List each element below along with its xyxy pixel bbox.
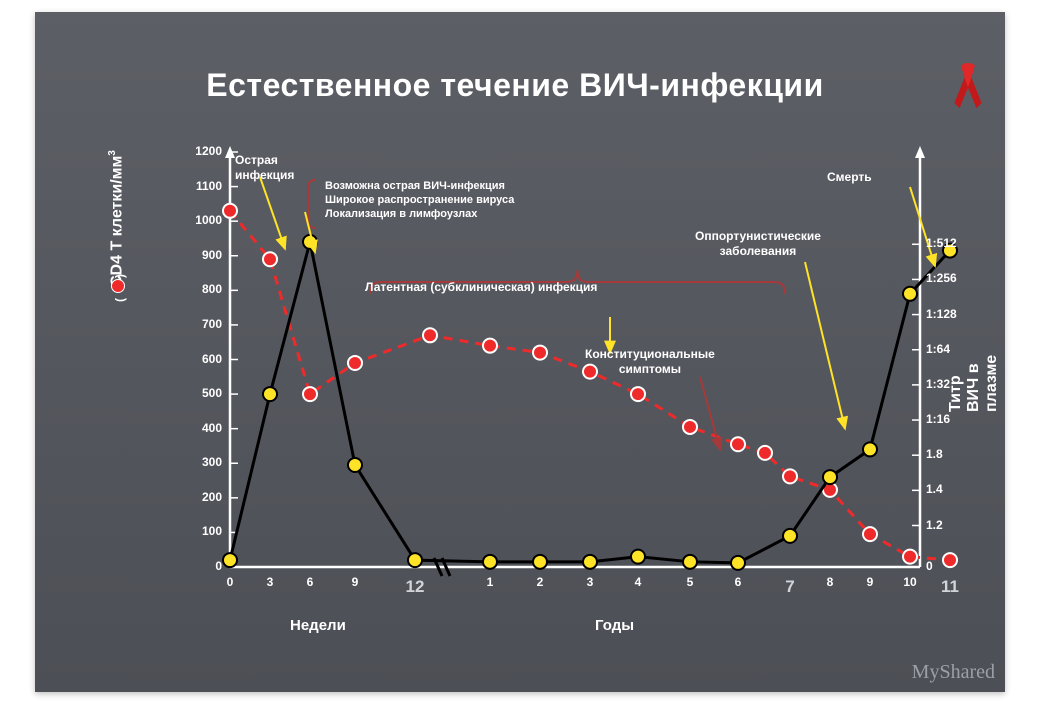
- x-tick: 9: [858, 575, 882, 589]
- chart-plot: [90, 122, 960, 682]
- y-left-tick: 200: [180, 490, 222, 504]
- y-right-tick: 0: [926, 559, 976, 573]
- x-tick: 12: [403, 577, 427, 597]
- y-left-tick: 700: [180, 317, 222, 331]
- y-left-tick: 1100: [180, 179, 222, 193]
- annot-box: Возможна острая ВИЧ-инфекция Широкое рас…: [325, 180, 514, 221]
- x-tick: 4: [626, 575, 650, 589]
- x-tick: 0: [218, 575, 242, 589]
- x-tick: 10: [898, 575, 922, 589]
- y-left-tick: 0: [180, 559, 222, 573]
- y-right-tick: 1:256: [926, 271, 976, 285]
- x-tick: 11: [938, 577, 962, 597]
- y-right-tick: 1:16: [926, 412, 976, 426]
- annot-opp: Оппортунистические заболевания: [695, 229, 821, 259]
- annot-latent: Латентная (субклиническая) инфекция: [365, 280, 597, 295]
- y-right-tick: 1.8: [926, 447, 976, 461]
- x-tick: 5: [678, 575, 702, 589]
- y-right-tick: 1:128: [926, 307, 976, 321]
- y-left-tick: 600: [180, 352, 222, 366]
- y-right-tick: 1:64: [926, 342, 976, 356]
- x-tick: 9: [343, 575, 367, 589]
- x-tick: 2: [528, 575, 552, 589]
- aids-ribbon-icon: [951, 60, 985, 112]
- x-tick: 3: [578, 575, 602, 589]
- y-left-tick: 800: [180, 282, 222, 296]
- y-right-tick: 1:32: [926, 377, 976, 391]
- watermark: MyShared: [912, 661, 995, 684]
- x-tick: 7: [778, 577, 802, 597]
- annot-const: Конституциональные симптомы: [585, 347, 715, 377]
- x-tick: 8: [818, 575, 842, 589]
- y-right-tick: 1:512: [926, 236, 976, 250]
- x-tick: 6: [726, 575, 750, 589]
- y-left-tick: 100: [180, 524, 222, 538]
- chart-title: Естественное течение ВИЧ-инфекции: [95, 67, 935, 104]
- y-left-tick: 400: [180, 421, 222, 435]
- y-left-tick: 500: [180, 386, 222, 400]
- y-right-tick: 1.4: [926, 482, 976, 496]
- x-tick: 1: [478, 575, 502, 589]
- y-left-tick: 900: [180, 248, 222, 262]
- annot-acute: Острая инфекция: [235, 153, 294, 183]
- y-left-tick: 1000: [180, 213, 222, 227]
- x-tick: 3: [258, 575, 282, 589]
- y-left-tick: 1200: [180, 144, 222, 158]
- annot-death: Смерть: [827, 170, 872, 185]
- x-tick: 6: [298, 575, 322, 589]
- y-left-tick: 300: [180, 455, 222, 469]
- y-right-tick: 1.2: [926, 518, 976, 532]
